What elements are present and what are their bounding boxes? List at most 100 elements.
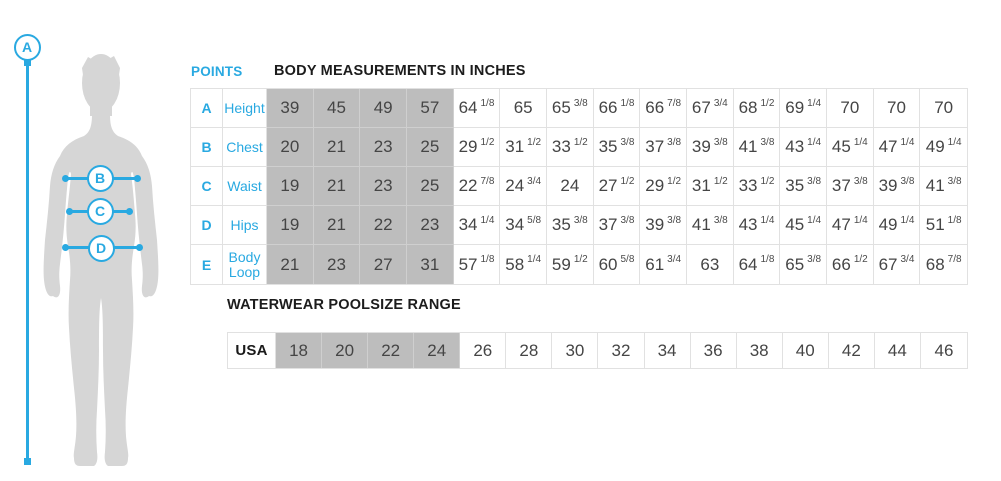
value-number: 64	[458, 98, 478, 117]
value-number: 51	[925, 215, 945, 234]
value-fraction: 3/8	[760, 136, 775, 148]
measurement-value-cell: 23	[407, 206, 454, 245]
value-number: 63	[700, 254, 720, 274]
measurement-value-cell: 41 3/8	[733, 128, 781, 167]
measurement-value-cell: 21	[313, 128, 361, 167]
value-number: 23	[327, 254, 346, 274]
measurement-value-cell: 66 1/2	[827, 245, 874, 284]
poolsize-value-cell: 38	[736, 333, 783, 368]
value-number: 39	[645, 215, 665, 234]
measurement-value-cell: 57 1/8	[453, 245, 501, 284]
value-fraction: 1/4	[760, 214, 775, 226]
height-measure-line	[25, 59, 29, 464]
value-number: 70	[887, 98, 906, 117]
value-number: 58	[505, 254, 525, 274]
value-number: 28	[519, 340, 539, 360]
measurement-value-cell: 37 3/8	[640, 128, 687, 167]
measurement-value-cell: 29 1/2	[640, 167, 687, 206]
value-fraction: 3/8	[713, 136, 728, 148]
measurement-value-cell: 21	[313, 206, 361, 245]
value-fraction: 3/8	[573, 97, 588, 109]
measurement-value-cell: 65 3/8	[547, 89, 594, 128]
value-number: 70	[840, 98, 860, 117]
value-fraction: 5/8	[620, 254, 635, 265]
value-number: 29	[458, 137, 478, 156]
measurement-value-cell: 31	[407, 245, 454, 284]
value-fraction: 3/8	[620, 214, 635, 226]
measurement-value-cell: 70	[920, 89, 967, 128]
poolsize-value-cell: 40	[782, 333, 829, 368]
measurement-value-cell: 64 1/8	[453, 89, 501, 128]
value-number: 19	[280, 215, 300, 234]
point-marker-label: C	[94, 203, 106, 219]
measurement-value-cell: 69 1/4	[780, 89, 827, 128]
point-letter-cell: D	[191, 206, 223, 245]
measurement-value-cell: 66 7/8	[640, 89, 687, 128]
value-number: 57	[420, 98, 440, 117]
measurement-value-cell: 37 3/8	[593, 206, 641, 245]
value-number: 22	[373, 215, 393, 234]
value-number: 67	[691, 98, 711, 117]
value-number: 43	[738, 215, 758, 234]
value-fraction: 1/8	[480, 97, 495, 109]
value-fraction: 3/8	[667, 214, 682, 226]
value-number: 21	[327, 215, 346, 234]
measurement-value-cell: 41 3/8	[687, 206, 734, 245]
measurement-value-cell: 24	[547, 167, 594, 206]
measurement-value-cell: 41 3/8	[920, 167, 967, 206]
measurement-value-cell: 47 1/4	[873, 128, 921, 167]
value-number: 64	[738, 254, 758, 274]
value-fraction: 1/4	[527, 254, 542, 265]
measurement-value-cell: 45 1/4	[827, 128, 874, 167]
value-number: 59	[551, 254, 571, 274]
value-fraction: 1/2	[527, 136, 542, 148]
value-number: 49	[373, 98, 393, 117]
region-label-cell: USA	[228, 333, 276, 368]
value-fraction: 7/8	[480, 175, 495, 187]
value-number: 35	[598, 137, 618, 156]
value-fraction: 3/4	[667, 254, 682, 265]
value-number: 41	[691, 215, 711, 234]
value-fraction: 1/8	[760, 254, 775, 265]
measurement-label-cell: Hips	[223, 206, 267, 245]
measurement-value-cell: 21	[313, 167, 361, 206]
value-fraction: 1/2	[573, 254, 588, 265]
measurement-value-cell: 22	[360, 206, 407, 245]
measurement-value-cell: 70	[873, 89, 921, 128]
value-fraction: 1/4	[900, 136, 915, 148]
measurement-value-cell: 21	[267, 245, 314, 284]
poolsize-value-cell: 34	[644, 333, 691, 368]
value-number: 49	[925, 137, 945, 156]
poolsize-table: USA 18 20 22 24 26 28 30 32 34 36 38 40 42 44 46	[227, 332, 968, 369]
value-number: 31	[505, 137, 525, 156]
value-number: 66	[831, 254, 851, 274]
measurement-value-cell: 68 7/8	[920, 245, 967, 284]
value-fraction: 1/4	[947, 136, 962, 148]
value-number: 43	[785, 137, 805, 156]
value-fraction: 1/2	[480, 136, 495, 148]
value-number: 18	[289, 340, 308, 360]
value-fraction: 3/8	[667, 136, 682, 148]
value-number: 21	[327, 137, 346, 156]
poolsize-value-cell: 30	[552, 333, 599, 368]
poolsize-value-cell: 28	[506, 333, 553, 368]
body-silhouette-illustration	[43, 54, 159, 466]
value-number: 35	[785, 176, 805, 195]
value-number: 57	[458, 254, 478, 274]
measurement-value-cell: 63	[687, 245, 734, 284]
measurement-value-cell: 33 1/2	[547, 128, 594, 167]
value-fraction: 3/8	[947, 175, 962, 187]
body-measurements-title: BODY MEASUREMENTS IN INCHES	[274, 63, 526, 79]
measurement-label-cell: Body Loop	[223, 245, 267, 284]
value-number: 34	[657, 340, 677, 360]
value-fraction: 1/2	[573, 136, 588, 148]
point-marker-label: D	[95, 240, 107, 256]
value-fraction: 3/4	[527, 175, 542, 187]
measurement-value-cell: 49	[360, 89, 407, 128]
value-fraction: 3/8	[713, 214, 728, 226]
measurement-value-cell: 64 1/8	[733, 245, 781, 284]
value-number: 68	[738, 98, 758, 117]
poolsize-value-cell: 36	[690, 333, 737, 368]
value-fraction: 3/4	[900, 254, 915, 265]
value-number: 45	[327, 98, 346, 117]
